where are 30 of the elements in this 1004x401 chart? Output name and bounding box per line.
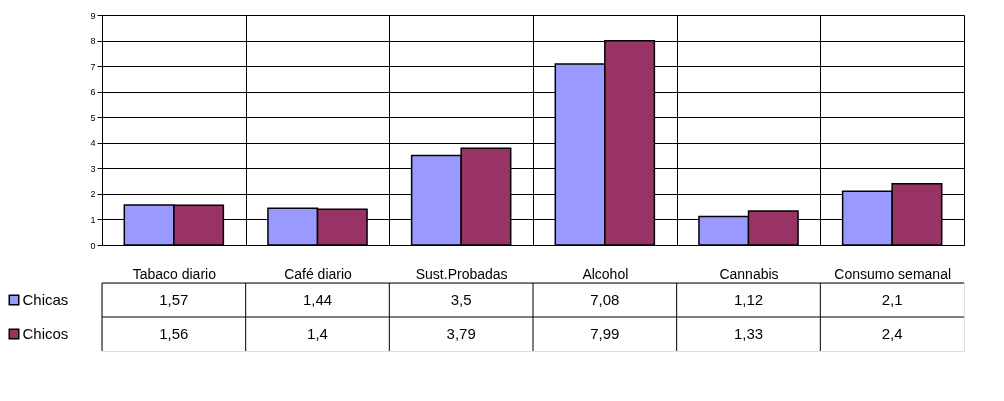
y-tick-label: 9	[90, 10, 96, 21]
data-label: 1,4	[307, 325, 328, 342]
y-tick-label: 7	[90, 61, 96, 72]
y-tick-label: 5	[90, 112, 96, 123]
data-label: 2,4	[881, 325, 903, 342]
data-label: 7,08	[590, 291, 620, 308]
x-tick-label: Consumo semanal	[834, 265, 952, 282]
y-tick-label: 0	[90, 240, 96, 251]
y-tick-label: 2	[90, 189, 96, 200]
data-label: 1,33	[733, 325, 764, 342]
y-tick-label: 3	[90, 163, 96, 174]
data-label: 1,44	[302, 291, 333, 308]
x-tick-label: Cannabis	[719, 265, 779, 282]
data-label: 1,56	[159, 325, 189, 342]
data-label: 3,5	[450, 291, 472, 308]
data-label: 1,57	[159, 291, 189, 308]
x-tick-label: Sust.Probadas	[415, 265, 508, 282]
y-tick-label: 6	[90, 87, 96, 98]
legend-label: Chicas	[22, 291, 69, 308]
x-tick-label: Tabaco diario	[132, 265, 217, 282]
data-label: 3,79	[446, 325, 476, 342]
data-label: 1,12	[733, 291, 764, 308]
x-tick-label: Alcohol	[582, 265, 629, 282]
data-label: 7,99	[590, 325, 620, 342]
x-tick-label: Café diario	[284, 265, 353, 282]
y-tick-label: 4	[90, 138, 96, 149]
y-tick-label: 8	[90, 36, 96, 47]
legend-label: Chicos	[22, 325, 69, 342]
data-label: 2,1	[881, 291, 903, 308]
y-tick-label: 1	[90, 214, 96, 225]
